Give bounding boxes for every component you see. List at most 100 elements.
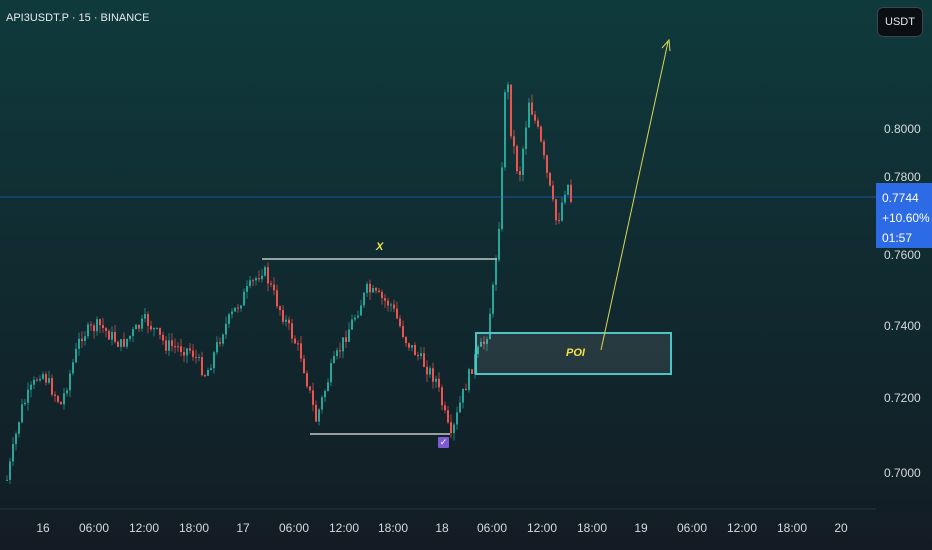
candle-body [18,422,20,434]
candle-body [381,292,383,299]
candle-body [294,338,296,344]
target-arrow-head [661,38,671,52]
poi-zone[interactable] [475,332,672,375]
candle-body [87,324,89,337]
candle-body [78,338,80,349]
price-axis-label: 0.7200 [884,391,921,405]
candle-body [216,342,218,353]
time-axis-label: 12:00 [328,521,360,535]
candle-body [543,141,545,156]
time-axis-label: 06:00 [78,521,110,535]
candle-body [285,319,287,322]
candle-body [534,114,536,121]
candle-body [561,202,563,221]
candle-body [219,342,221,344]
candle-body [30,384,32,390]
candle-body [51,378,53,395]
candle-body [360,305,362,316]
candle-body [321,397,323,410]
candle-body [432,368,434,382]
candle-body [477,346,479,355]
candle-body [207,370,209,376]
candle-body [213,352,215,369]
candle-body [171,340,173,347]
candle-body [420,353,422,356]
target-arrow-line[interactable] [600,41,669,351]
candle-body [363,292,365,306]
price-axis-label: 0.8000 [884,122,921,136]
candle-body [408,343,410,348]
candle-body [282,309,284,322]
candle-body [309,386,311,391]
time-axis-label: 12:00 [526,521,558,535]
candle-body [192,350,194,357]
candle-body [498,229,500,260]
candle-body [390,304,392,306]
candle-body [312,390,314,405]
candle-body [174,346,176,348]
candle-body [288,319,290,324]
candle-body [372,288,374,293]
candle-body [96,319,98,332]
candle-body [180,346,182,353]
candle-body [237,307,239,309]
candle-body [114,331,116,342]
candle-body [354,317,356,320]
candle-body [342,337,344,352]
candle-body [183,352,185,356]
candle-body [195,356,197,358]
candle-body [27,389,29,403]
candle-body [414,344,416,356]
candle-body [492,284,494,314]
currency-button[interactable]: USDT [877,7,923,37]
candle-body [42,374,44,379]
candle-body [564,194,566,203]
poi-label: POI [566,347,585,359]
candle-countdown: 01:57 [882,231,913,245]
candle-body [447,410,449,423]
current-price-value: 0.7744 [882,191,919,205]
candle-body [261,275,263,280]
candle-body [45,374,47,383]
candle-body [471,369,473,374]
candle-body [141,318,143,329]
candle-body [117,341,119,347]
range-label: X [376,241,384,253]
candle-body [426,366,428,375]
candle-body [366,283,368,293]
candle-body [69,373,71,391]
candle-body [297,343,299,345]
candle-body [348,329,350,342]
candle-body [429,368,431,375]
candle-body [486,339,488,344]
candle-body [156,327,158,329]
time-axis-label: 18:00 [776,521,808,535]
candle-body [186,348,188,356]
candle-body [270,283,272,285]
candle-body [435,378,437,382]
time-axis-label: 18:00 [377,521,409,535]
candle-body [441,387,443,406]
candle-body [210,368,212,371]
candle-body [438,378,440,388]
candle-body [357,315,359,318]
time-axis-label: 06:00 [676,521,708,535]
candle-body [495,259,497,285]
candle-body [306,373,308,387]
candle-body [552,185,554,200]
candle-body [39,378,41,381]
candle-body [540,126,542,142]
candle-body [21,404,23,423]
candle-body [411,344,413,348]
candle-body [90,324,92,326]
candle-body [9,461,11,480]
time-axis-label: 18 [435,521,449,535]
candle-body [24,402,26,405]
candle-body [351,319,353,330]
price-axis-label: 0.7400 [884,319,921,333]
candle-body [480,341,482,347]
candle-body [66,390,68,394]
candle-body [246,286,248,292]
candle-body [504,92,506,168]
